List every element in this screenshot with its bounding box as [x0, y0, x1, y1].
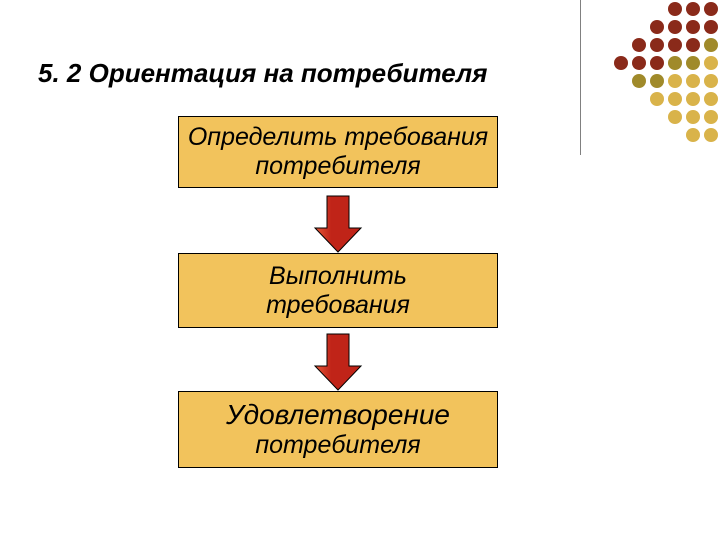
decoration-dot	[704, 92, 718, 106]
flow-box-3: Удовлетворение потребителя	[178, 391, 498, 468]
decoration-dot	[632, 38, 646, 52]
decoration-dot	[668, 74, 682, 88]
decoration-dot	[668, 92, 682, 106]
decoration-dot	[704, 74, 718, 88]
decoration-dot	[704, 2, 718, 16]
decoration-vertical-line	[580, 0, 581, 155]
decoration-dot	[614, 56, 628, 70]
flow-box-2-line-1: Выполнить	[269, 262, 407, 291]
flow-arrow-1	[313, 195, 363, 253]
decoration-dot	[686, 56, 700, 70]
decoration-dot	[668, 110, 682, 124]
decoration-dot	[686, 128, 700, 142]
decoration-dot	[668, 20, 682, 34]
flow-box-3-line-2: потребителя	[255, 431, 420, 460]
decoration-dot	[686, 2, 700, 16]
decoration-dot	[632, 56, 646, 70]
flow-box-3-line-1: Удовлетворение	[226, 399, 450, 431]
flow-box-1-line-2: потребителя	[255, 152, 420, 181]
slide-title: 5. 2 Ориентация на потребителя	[38, 58, 487, 89]
flow-box-1-line-1: Определить требования	[188, 123, 488, 152]
decoration-dot	[704, 20, 718, 34]
decoration-dot	[686, 20, 700, 34]
flow-arrow-2	[313, 333, 363, 391]
decoration-dot	[650, 92, 664, 106]
flow-box-1: Определить требования потребителя	[178, 116, 498, 188]
decoration-dot	[668, 38, 682, 52]
decoration-dot	[650, 74, 664, 88]
decoration-dot	[668, 2, 682, 16]
decoration-dot	[686, 92, 700, 106]
decoration-dot	[704, 110, 718, 124]
decoration-dot	[650, 38, 664, 52]
decoration-dot	[686, 74, 700, 88]
decoration-dot	[650, 56, 664, 70]
decoration-dot	[704, 38, 718, 52]
flow-box-2: Выполнить требования	[178, 253, 498, 328]
decoration-dot	[668, 56, 682, 70]
decoration-dot	[632, 74, 646, 88]
decoration-dot	[686, 38, 700, 52]
flow-box-2-line-2: требования	[266, 291, 410, 320]
decoration-dot	[650, 20, 664, 34]
decoration-dot	[704, 56, 718, 70]
decoration-dot	[704, 128, 718, 142]
decoration-dot	[686, 110, 700, 124]
